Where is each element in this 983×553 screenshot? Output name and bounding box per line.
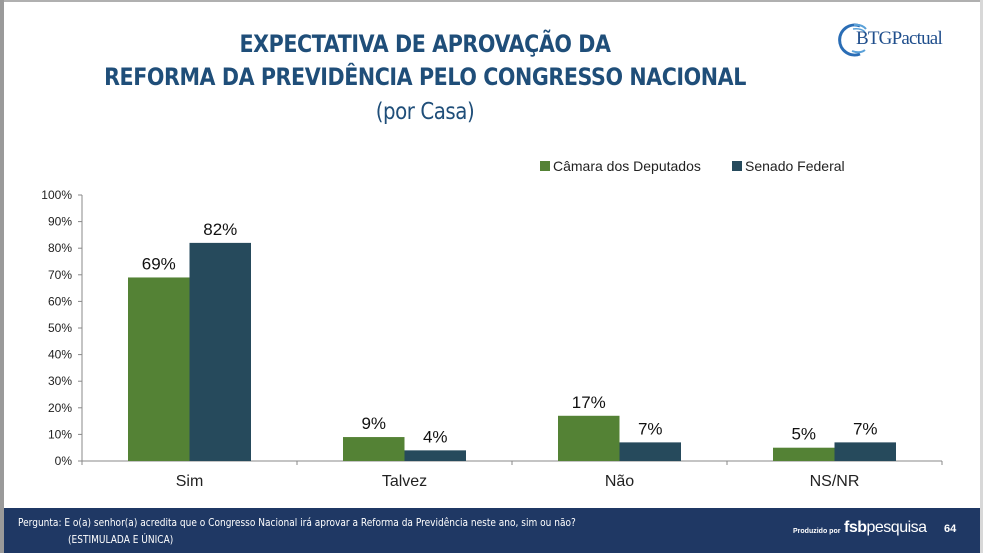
y-tick-label: 40% [48,348,72,362]
legend-item-camara: Câmara dos Deputados [540,158,701,174]
bar-camara [558,415,620,461]
y-tick-label: 80% [48,241,72,255]
logo-text: BTGPactual [856,28,943,49]
x-tick-label: NS/NR [810,473,860,490]
fsb-logo-rest: pesquisa [866,519,928,536]
data-label: 69% [142,254,176,273]
data-label: 7% [638,419,663,438]
y-tick-label: 50% [48,321,72,335]
bar-senado [189,242,251,461]
data-label: 82% [203,220,237,239]
bar-senado [404,450,466,461]
slide-border-right [980,0,983,553]
slide-border-top [0,0,983,2]
legend-label-camara: Câmara dos Deputados [553,158,701,174]
legend-item-senado: Senado Federal [732,158,845,174]
y-tick-label: 10% [48,427,72,441]
bar-senado [834,442,896,461]
legend-label-senado: Senado Federal [745,158,845,174]
bar-camara [773,447,835,461]
bar-camara [128,277,190,461]
data-label: 7% [853,419,878,438]
bar-camara [343,437,405,461]
x-tick-label: Não [605,473,634,490]
data-label: 4% [423,427,448,446]
produced-by-label: Produzido por [793,528,841,535]
page-number: 64 [944,523,957,535]
y-tick-label: 0% [55,454,73,468]
btg-swirl-icon [838,23,867,57]
y-tick-label: 90% [48,215,72,229]
y-tick-label: 100% [41,188,72,202]
data-label: 9% [361,414,386,433]
fsb-logo-bold: fsb [844,519,867,536]
y-tick-label: 60% [48,294,72,308]
chart-subtitle: (por Casa) [375,99,475,125]
bar-chart: 0% 10% 20% 30% 40% 50% 60% 70% 80% 90% 100% Sim 69% 8… [41,188,943,490]
fsb-pesquisa-logo: fsbpesquisa [844,519,927,537]
y-tick-label: 30% [48,374,72,388]
y-tick-label: 20% [48,401,72,415]
bar-senado [619,442,681,461]
y-tick-label: 70% [48,268,72,282]
footer-bar: Pergunta: E o(a) senhor(a) acredita que … [4,508,980,553]
data-label: 5% [791,425,816,444]
survey-question-note: (ESTIMULADA E ÚNICA) [68,533,174,546]
btg-pactual-logo: BTGPactual [838,20,963,60]
chart-title-line2: REFORMA DA PREVIDÊNCIA PELO CONGRESSO NA… [104,63,746,91]
slide-border-left [0,0,4,553]
x-tick-label: Talvez [382,473,427,490]
chart-title-line1: EXPECTATIVA DE APROVAÇÃO DA [239,30,611,58]
legend-swatch-camara [540,161,550,171]
x-tick-label: Sim [176,473,204,490]
data-label: 17% [572,393,606,412]
legend-swatch-senado [732,161,742,171]
survey-question: Pergunta: E o(a) senhor(a) acredita que … [18,516,576,529]
